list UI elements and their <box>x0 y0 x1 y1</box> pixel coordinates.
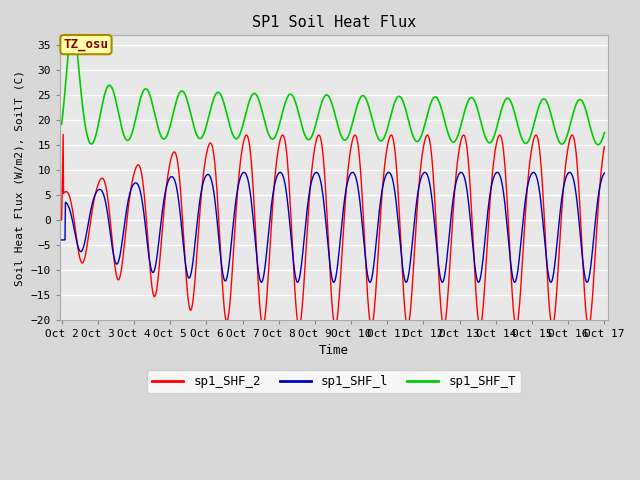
sp1_SHF_T <box>166 125 173 131</box>
sp1_SHF_l <box>600 170 608 176</box>
sp1_SHF_l <box>583 279 591 285</box>
sp1_SHF_2 <box>488 170 496 176</box>
Text: TZ_osu: TZ_osu <box>63 38 108 51</box>
sp1_SHF_2 <box>239 139 247 145</box>
sp1_SHF_T <box>179 88 186 94</box>
sp1_SHF_l <box>179 232 186 238</box>
sp1_SHF_2 <box>536 154 544 159</box>
Line: sp1_SHF_T: sp1_SHF_T <box>61 26 604 145</box>
sp1_SHF_T <box>536 100 544 106</box>
sp1_SHF_l <box>165 176 173 182</box>
sp1_SHF_2 <box>585 324 593 329</box>
sp1_SHF_T <box>68 24 76 29</box>
sp1_SHF_2 <box>166 163 173 168</box>
sp1_SHF_l <box>536 194 544 200</box>
sp1_SHF_T <box>488 137 496 143</box>
sp1_SHF_l <box>417 175 425 181</box>
Y-axis label: Soil Heat Flux (W/m2), SoilT (C): Soil Heat Flux (W/m2), SoilT (C) <box>15 70 25 286</box>
Line: sp1_SHF_2: sp1_SHF_2 <box>61 134 604 326</box>
Line: sp1_SHF_l: sp1_SHF_l <box>61 172 604 282</box>
sp1_SHF_2 <box>179 220 186 226</box>
X-axis label: Time: Time <box>319 344 349 357</box>
sp1_SHF_l <box>488 180 496 186</box>
sp1_SHF_2 <box>600 144 608 149</box>
sp1_SHF_T <box>600 130 608 135</box>
sp1_SHF_2 <box>58 217 65 223</box>
sp1_SHF_2 <box>418 157 426 163</box>
sp1_SHF_T <box>239 120 247 126</box>
sp1_SHF_2 <box>60 132 67 137</box>
sp1_SHF_l <box>239 170 247 176</box>
sp1_SHF_T <box>418 132 426 138</box>
Legend: sp1_SHF_2, sp1_SHF_l, sp1_SHF_T: sp1_SHF_2, sp1_SHF_l, sp1_SHF_T <box>147 370 521 393</box>
sp1_SHF_T <box>58 121 65 127</box>
Title: SP1 Soil Heat Flux: SP1 Soil Heat Flux <box>252 15 416 30</box>
sp1_SHF_l <box>493 169 501 175</box>
sp1_SHF_l <box>58 237 65 243</box>
sp1_SHF_T <box>594 142 602 148</box>
